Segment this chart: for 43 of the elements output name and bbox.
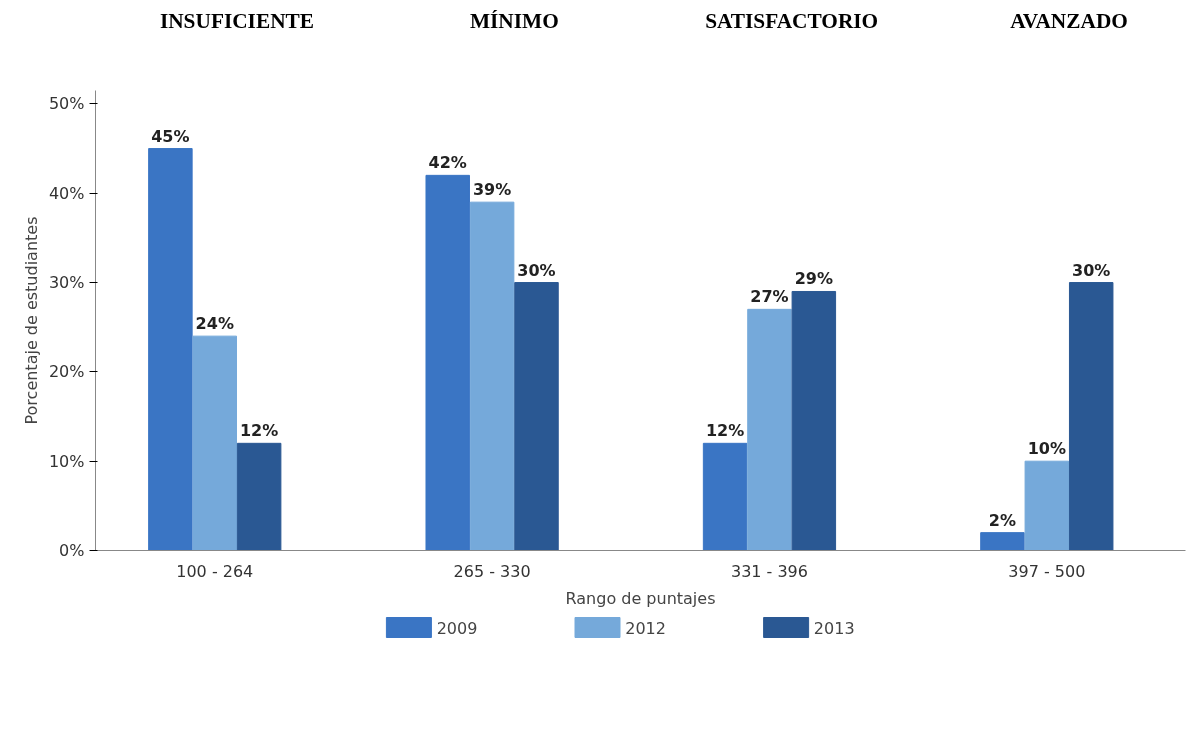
x-axis-title: Rango de puntajes (565, 588, 716, 608)
x-tick-label: 331 - 396 (730, 561, 808, 581)
bar (1068, 282, 1114, 551)
bar (425, 174, 470, 551)
data-label: 42% (428, 153, 467, 173)
bar (236, 442, 282, 551)
data-label: 10% (1027, 439, 1066, 459)
y-tick-label: 50% (48, 94, 85, 114)
data-label: 30% (1072, 260, 1111, 280)
data-label: 24% (195, 314, 234, 334)
x-tick-label: 397 - 500 (1008, 561, 1086, 581)
x-tick-label: 265 - 330 (453, 561, 531, 581)
data-label: 29% (794, 269, 833, 289)
data-label: 2% (988, 510, 1017, 530)
bar (791, 290, 837, 551)
text: MÍNIMO (469, 8, 559, 33)
data-label: 12% (239, 421, 279, 441)
y-tick-label: 0% (59, 541, 85, 560)
bar (747, 308, 792, 551)
data-label: 12% (705, 421, 745, 441)
bar (514, 282, 559, 551)
y-tick-label: 10% (48, 451, 85, 471)
data-label: 45% (151, 126, 190, 146)
legend-label: 2012 (625, 618, 666, 638)
legend-label: 2009 (436, 618, 478, 638)
bar (980, 532, 1025, 551)
data-label: 27% (750, 287, 789, 307)
bar (148, 148, 193, 551)
bar (702, 442, 748, 551)
text: SATISFACTORIO (705, 8, 879, 33)
data-label: 30% (517, 260, 556, 280)
bar (1024, 460, 1070, 551)
y-tick-label: 30% (48, 273, 85, 293)
text: INSUFICIENTE (159, 8, 314, 33)
y-axis-title: Porcentaje de estudiantes (21, 216, 41, 425)
text: AVANZADO (1010, 8, 1128, 33)
y-tick-label: 40% (48, 183, 85, 203)
x-tick-label: 100 - 264 (176, 561, 254, 581)
bar (192, 335, 238, 551)
legend-label: 2013 (813, 618, 855, 638)
data-label: 39% (472, 180, 512, 200)
y-tick-label: 20% (48, 362, 85, 382)
bar (469, 201, 515, 551)
